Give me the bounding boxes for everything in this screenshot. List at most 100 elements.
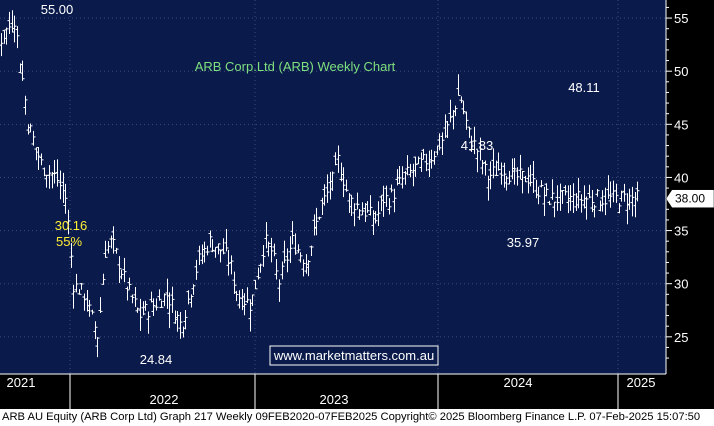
price-bar	[584, 196, 589, 220]
price-bar	[480, 160, 485, 175]
price-bar	[614, 183, 619, 203]
y-tick-label: 45	[674, 117, 688, 132]
price-bar	[135, 307, 140, 313]
price-bar	[344, 179, 349, 192]
y-tick-label: 30	[674, 277, 688, 292]
price-bar	[162, 293, 167, 307]
price-bar	[202, 241, 207, 263]
price-bar	[552, 201, 557, 218]
annotation-trough-2023: 35.97	[507, 235, 540, 250]
last-price-label: 38.00	[675, 192, 705, 206]
price-bar	[133, 287, 138, 307]
price-bar	[419, 152, 424, 172]
price-bar	[515, 167, 520, 186]
price-bar	[579, 194, 584, 213]
price-bar	[4, 27, 9, 45]
price-bar	[119, 269, 124, 280]
price-bar	[66, 209, 71, 235]
price-bar	[357, 209, 362, 220]
price-bar	[587, 184, 592, 199]
price-bar	[7, 11, 12, 34]
price-bar	[309, 245, 314, 256]
price-bar	[405, 155, 410, 176]
price-bar	[536, 186, 541, 205]
price-bar	[478, 137, 483, 161]
price-bar	[590, 189, 595, 213]
price-bar	[600, 190, 605, 212]
price-bar	[544, 183, 549, 197]
price-bar	[475, 149, 480, 173]
annotation-low-2022: 24.84	[140, 352, 173, 367]
price-bar	[568, 184, 573, 211]
price-bar	[159, 300, 164, 309]
price-bar	[293, 233, 298, 255]
price-bar	[595, 189, 600, 197]
price-bar	[550, 179, 555, 200]
price-bar	[282, 240, 287, 264]
price-bar	[74, 273, 79, 293]
price-bar	[397, 165, 402, 185]
price-bar	[440, 132, 445, 155]
x-axis: 2021 2022 2023 2024 2025	[0, 373, 666, 409]
price-bar	[197, 245, 202, 265]
price-bar	[95, 337, 100, 358]
price-bar	[52, 159, 57, 184]
price-bar	[12, 15, 17, 43]
price-bar	[229, 255, 234, 275]
price-bar	[627, 188, 632, 210]
price-bar	[256, 267, 261, 280]
price-bar	[130, 294, 135, 304]
price-bar	[555, 185, 560, 211]
price-bar	[333, 152, 338, 166]
last-price-marker: 38.00	[665, 189, 714, 208]
price-bar	[413, 156, 418, 177]
price-bar	[216, 243, 221, 255]
x-tick-label: 2025	[627, 375, 656, 390]
price-bar	[77, 289, 82, 295]
annotation-drop-value: 30.16	[55, 218, 88, 233]
price-bar	[363, 203, 368, 222]
x-tick-label: 2023	[320, 392, 349, 407]
price-bar	[448, 99, 453, 123]
price-bar	[0, 33, 4, 57]
price-bar	[381, 185, 386, 217]
watermark-text: www.marketmatters.com.au	[273, 348, 434, 363]
price-bar	[424, 153, 429, 172]
annotation-high-2024: 48.11	[568, 80, 600, 95]
price-bar	[264, 222, 269, 249]
x-tick-label: 2021	[7, 375, 36, 390]
x-axis-area	[0, 374, 666, 409]
price-bar	[290, 221, 295, 245]
price-bar	[592, 204, 597, 218]
price-bar	[603, 187, 608, 216]
price-bar	[36, 147, 41, 171]
price-bar	[277, 279, 282, 302]
price-bar	[539, 180, 544, 188]
price-bar	[285, 248, 290, 273]
price-bar	[280, 261, 285, 280]
price-bar	[125, 286, 130, 301]
price-bar	[63, 183, 68, 214]
price-bar	[234, 290, 239, 302]
price-bar	[117, 256, 122, 284]
price-bar	[518, 154, 523, 179]
price-bar	[355, 192, 360, 210]
price-bar	[69, 243, 74, 268]
price-bar	[114, 247, 119, 254]
annotation-peak-2023: 41.83	[461, 138, 494, 153]
price-bar	[122, 257, 127, 283]
y-axis: 25 30 35 40 45 50 55	[665, 0, 688, 374]
y-tick-label: 40	[674, 170, 688, 185]
price-bar	[520, 170, 525, 194]
price-bar	[106, 241, 111, 254]
price-bar	[469, 135, 474, 152]
price-bar	[472, 126, 477, 155]
price-bar	[272, 243, 277, 257]
price-bar	[349, 195, 354, 216]
price-bar	[138, 298, 143, 331]
price-bar	[170, 286, 175, 314]
price-bar	[146, 311, 151, 334]
price-bar	[248, 299, 253, 332]
price-bar	[400, 166, 405, 189]
